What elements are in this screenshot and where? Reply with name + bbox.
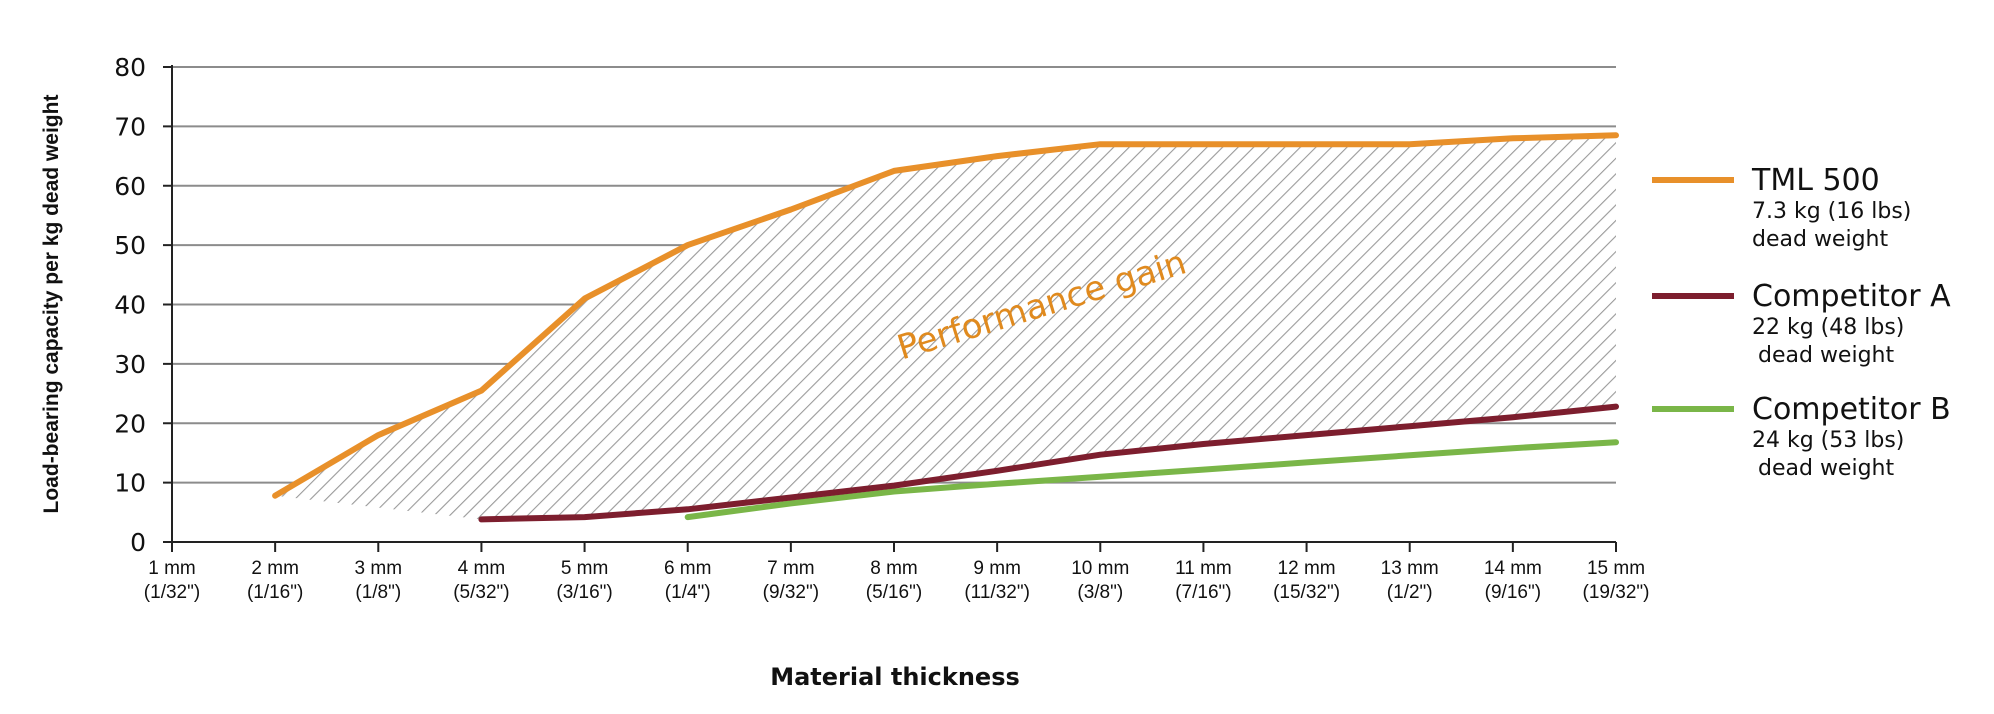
legend-desc-tml-500-1: 7.3 kg (16 lbs) xyxy=(1752,199,1911,224)
x-tick-label-mm-14: 14 mm xyxy=(1484,558,1542,579)
x-tick-label-inch-13: (1/2") xyxy=(1387,582,1433,603)
x-tick-label-mm-10: 10 mm xyxy=(1071,558,1129,579)
x-tick-label-inch-11: (7/16") xyxy=(1175,582,1231,603)
x-tick-label-mm-2: 2 mm xyxy=(251,558,299,579)
y-tick-label-10: 10 xyxy=(114,469,146,498)
series-lines xyxy=(272,132,1619,523)
legend-desc-tml-500-2: dead weight xyxy=(1752,227,1888,252)
x-tick-labels: 1 mm (1/32") 2 mm (1/16") 3 mm (1/8") 4 mm (5/3… xyxy=(144,558,1650,603)
x-tick-label-inch-14: (9/16") xyxy=(1485,582,1541,603)
x-tick-label-mm-13: 13 mm xyxy=(1381,558,1439,579)
y-tick-label-30: 30 xyxy=(114,350,146,379)
y-tick-label-70: 70 xyxy=(114,112,146,141)
y-tick-label-60: 60 xyxy=(114,172,146,201)
legend-title-competitor-b: Competitor B xyxy=(1752,392,1951,427)
x-tick-label-inch-1: (1/32") xyxy=(144,582,200,603)
x-tick-label-inch-7: (9/32") xyxy=(763,582,819,603)
x-tick-label-mm-6: 6 mm xyxy=(664,558,712,579)
axes xyxy=(163,65,1617,552)
legend-title-competitor-a: Competitor A xyxy=(1752,279,1951,314)
series-line-tml-500 xyxy=(272,132,1619,499)
x-tick-label-inch-9: (11/32") xyxy=(964,582,1030,603)
performance-gain-hatch xyxy=(275,135,1617,520)
x-tick-label-mm-11: 11 mm xyxy=(1175,558,1232,579)
x-tick-label-mm-9: 9 mm xyxy=(973,558,1021,579)
legend-desc-competitor-a-1: 22 kg (48 lbs) xyxy=(1752,315,1904,340)
x-tick-label-inch-5: (3/16") xyxy=(556,582,612,603)
x-tick-label-inch-6: (1/4") xyxy=(665,582,711,603)
y-tick-label-40: 40 xyxy=(114,291,146,320)
x-tick-label-inch-15: (19/32") xyxy=(1583,582,1650,603)
series-line-competitor-b xyxy=(684,439,1619,521)
y-tick-label-80: 80 xyxy=(114,53,146,82)
legend-desc-competitor-a-2: dead weight xyxy=(1758,343,1894,368)
x-tick-label-mm-7: 7 mm xyxy=(767,558,815,579)
x-tick-label-inch-10: (3/8") xyxy=(1077,582,1123,603)
x-tick-label-inch-8: (5/16") xyxy=(866,582,922,603)
x-tick-label-mm-4: 4 mm xyxy=(458,558,506,579)
x-tick-label-inch-3: (1/8") xyxy=(355,582,401,603)
x-tick-label-mm-1: 1 mm xyxy=(148,558,196,579)
y-tick-label-0: 0 xyxy=(130,528,146,557)
x-tick-label-mm-12: 12 mm xyxy=(1278,558,1336,579)
x-tick-label-mm-8: 8 mm xyxy=(870,558,918,579)
x-tick-label-mm-5: 5 mm xyxy=(561,558,609,579)
x-tick-label-inch-12: (15/32") xyxy=(1273,582,1340,603)
x-tick-label-inch-2: (1/16") xyxy=(247,582,303,603)
x-tick-label-mm-3: 3 mm xyxy=(355,558,403,579)
legend-title-tml-500: TML 500 xyxy=(1751,163,1880,198)
legend-desc-competitor-b-1: 24 kg (53 lbs) xyxy=(1752,428,1904,453)
x-tick-label-inch-4: (5/32") xyxy=(453,582,509,603)
series-line-competitor-a xyxy=(478,403,1619,523)
x-axis-label: Material thickness xyxy=(770,663,1020,691)
x-tick-label-mm-15: 15 mm xyxy=(1587,558,1645,579)
legend-desc-competitor-b-2: dead weight xyxy=(1758,456,1894,481)
y-tick-label-50: 50 xyxy=(114,231,146,260)
y-tick-label-20: 20 xyxy=(114,409,146,438)
y-tick-labels: 0 10 20 30 40 50 60 70 80 xyxy=(114,53,146,557)
y-axis-label: Load-bearing capacity per kg dead weight xyxy=(40,95,63,514)
performance-gain-area xyxy=(275,135,1617,520)
